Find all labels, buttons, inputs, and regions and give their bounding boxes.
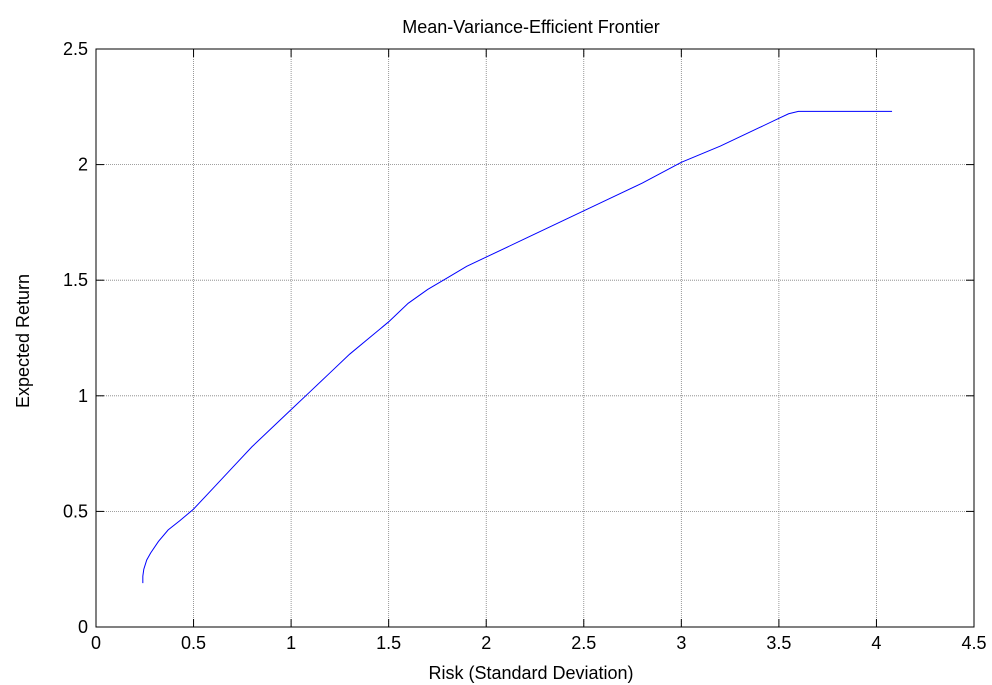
axes-box xyxy=(95,48,975,628)
data-point xyxy=(213,488,214,489)
x-tick-label: 0 xyxy=(91,633,101,653)
data-point xyxy=(193,509,194,510)
data-point xyxy=(681,162,682,163)
data-point xyxy=(310,391,311,392)
data-point xyxy=(798,111,799,112)
data-point xyxy=(150,553,151,554)
grid-lines xyxy=(96,49,974,627)
data-point xyxy=(447,277,448,278)
data-point xyxy=(486,257,487,258)
data-point xyxy=(564,220,565,221)
x-tick-label: 1.5 xyxy=(376,633,401,653)
y-tick-label: 0.5 xyxy=(63,501,88,521)
data-point xyxy=(179,520,180,521)
data-point xyxy=(876,111,877,112)
data-point xyxy=(158,541,159,542)
x-tick-label: 2.5 xyxy=(571,633,596,653)
y-axis-label: Expected Return xyxy=(13,274,33,408)
axis-ticks xyxy=(95,48,975,628)
data-point xyxy=(168,529,169,530)
data-point xyxy=(525,238,526,239)
data-point xyxy=(892,111,893,112)
x-tick-labels: 0 0.5 1 1.5 2 2.5 3 3.5 4 4.5 xyxy=(91,633,987,653)
data-point xyxy=(349,354,350,355)
data-point xyxy=(720,146,721,147)
y-tick-label: 0 xyxy=(78,617,88,637)
data-point xyxy=(837,111,838,112)
data-point xyxy=(271,428,272,429)
data-point xyxy=(143,569,144,570)
data-point xyxy=(817,111,818,112)
data-point xyxy=(252,446,253,447)
y-tick-label: 2 xyxy=(78,155,88,175)
data-point xyxy=(427,289,428,290)
data-point xyxy=(408,303,409,304)
y-tick-label: 1 xyxy=(78,386,88,406)
data-point xyxy=(603,201,604,202)
data-point xyxy=(856,111,857,112)
data-point xyxy=(369,338,370,339)
x-tick-label: 4.5 xyxy=(961,633,986,653)
x-axis-label: Risk (Standard Deviation) xyxy=(428,663,633,683)
y-tick-label: 2.5 xyxy=(63,39,88,59)
data-point xyxy=(142,583,143,584)
data-point xyxy=(388,321,389,322)
y-tick-label: 1.5 xyxy=(63,270,88,290)
data-point xyxy=(788,113,789,114)
series-line xyxy=(142,110,893,584)
chart-title: Mean-Variance-Efficient Frontier xyxy=(402,17,659,37)
data-point xyxy=(759,127,760,128)
x-tick-label: 1 xyxy=(286,633,296,653)
data-point xyxy=(466,266,467,267)
data-point xyxy=(778,118,779,119)
data-point xyxy=(642,183,643,184)
x-tick-label: 0.5 xyxy=(181,633,206,653)
data-point xyxy=(142,576,143,577)
data-point xyxy=(330,372,331,373)
data-point xyxy=(291,409,292,410)
data-point xyxy=(146,559,147,560)
y-tick-labels: 0 0.5 1 1.5 2 2.5 xyxy=(63,39,88,637)
series-layer xyxy=(142,110,893,584)
x-tick-label: 3.5 xyxy=(766,633,791,653)
data-point xyxy=(232,467,233,468)
x-tick-label: 3 xyxy=(676,633,686,653)
x-tick-label: 4 xyxy=(871,633,881,653)
x-tick-label: 2 xyxy=(481,633,491,653)
